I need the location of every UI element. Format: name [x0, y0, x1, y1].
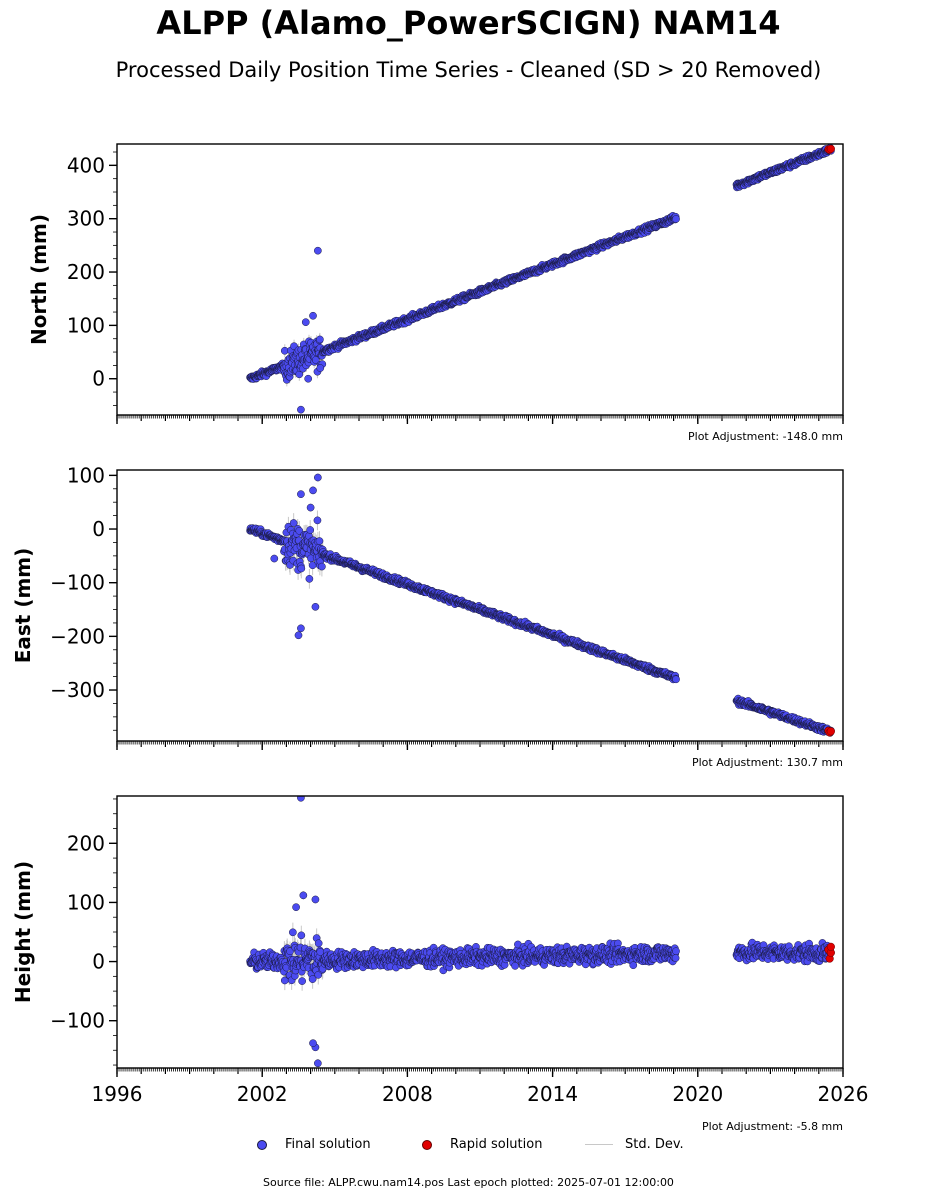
x-axis-ticks	[116, 741, 844, 750]
final-solution-points	[246, 473, 835, 737]
final-point	[315, 537, 324, 545]
rapid-solution-points	[824, 144, 835, 154]
std-dev-bars	[249, 473, 831, 734]
final-point	[294, 631, 303, 640]
plot-adjustment-note: Plot Adjustment: 130.7 mm	[692, 756, 843, 769]
final-point	[270, 554, 279, 563]
y-tick-label: −200	[50, 624, 105, 648]
final-point	[672, 675, 680, 684]
y-tick-label: 200	[67, 260, 105, 284]
rapid-point	[826, 144, 835, 153]
final-point	[305, 574, 314, 583]
figure-subtitle: Processed Daily Position Time Series - C…	[115, 58, 822, 82]
final-point	[289, 519, 298, 527]
final-point	[316, 335, 324, 344]
final-point	[313, 516, 322, 525]
y-axis-label: North (mm)	[27, 214, 51, 345]
y-axis-ticks	[109, 474, 117, 731]
final-point	[297, 564, 306, 573]
final-solution-points	[246, 796, 835, 1068]
final-point	[314, 246, 322, 255]
y-tick-label: 400	[67, 153, 105, 177]
y-tick-label: −300	[50, 678, 105, 702]
y-tick-label: −100	[50, 571, 105, 595]
y-tick-label: 0	[92, 517, 105, 541]
final-point	[672, 215, 680, 223]
final-point	[309, 311, 317, 320]
std-dev-bars	[249, 891, 831, 1068]
plot-area	[246, 473, 835, 737]
final-point	[297, 405, 305, 414]
final-point	[306, 503, 315, 512]
final-point	[301, 318, 310, 327]
y-axis-ticks	[109, 151, 117, 406]
panel-1: 0 100 200 300 400 North (mm) Plot Adjustment: …	[27, 143, 844, 443]
plot-area	[246, 796, 835, 1068]
final-point	[316, 364, 325, 372]
final-point	[306, 526, 315, 534]
final-point	[297, 624, 305, 633]
panel-2: 100 0 −100 −200 −300 East (mm) Plot Adjustment…	[11, 463, 844, 769]
final-solution-points	[246, 144, 835, 414]
y-tick-label: 100	[67, 313, 105, 337]
rapid-point	[826, 727, 835, 736]
final-point	[318, 562, 326, 571]
y-tick-label: 0	[92, 367, 105, 391]
final-point	[314, 473, 322, 482]
x-axis-ticks	[116, 415, 844, 424]
plot-adjustment-note: Plot Adjustment: -148.0 mm	[688, 430, 843, 443]
panel-3: 1996 2002 2008 2014 2020 20262001000−100Heigh…	[11, 795, 868, 1133]
final-point	[311, 602, 320, 611]
final-point	[297, 490, 305, 498]
y-tick-label: 100	[67, 463, 105, 487]
final-point	[304, 374, 313, 383]
y-tick-label: 300	[67, 207, 105, 231]
y-axis-label: East (mm)	[11, 548, 35, 664]
plot-area	[246, 144, 835, 414]
figure-title: ALPP (Alamo_PowerSCIGN) NAM14	[156, 4, 781, 42]
final-point	[311, 356, 320, 364]
final-point	[309, 486, 317, 495]
rapid-solution-points	[824, 726, 835, 737]
